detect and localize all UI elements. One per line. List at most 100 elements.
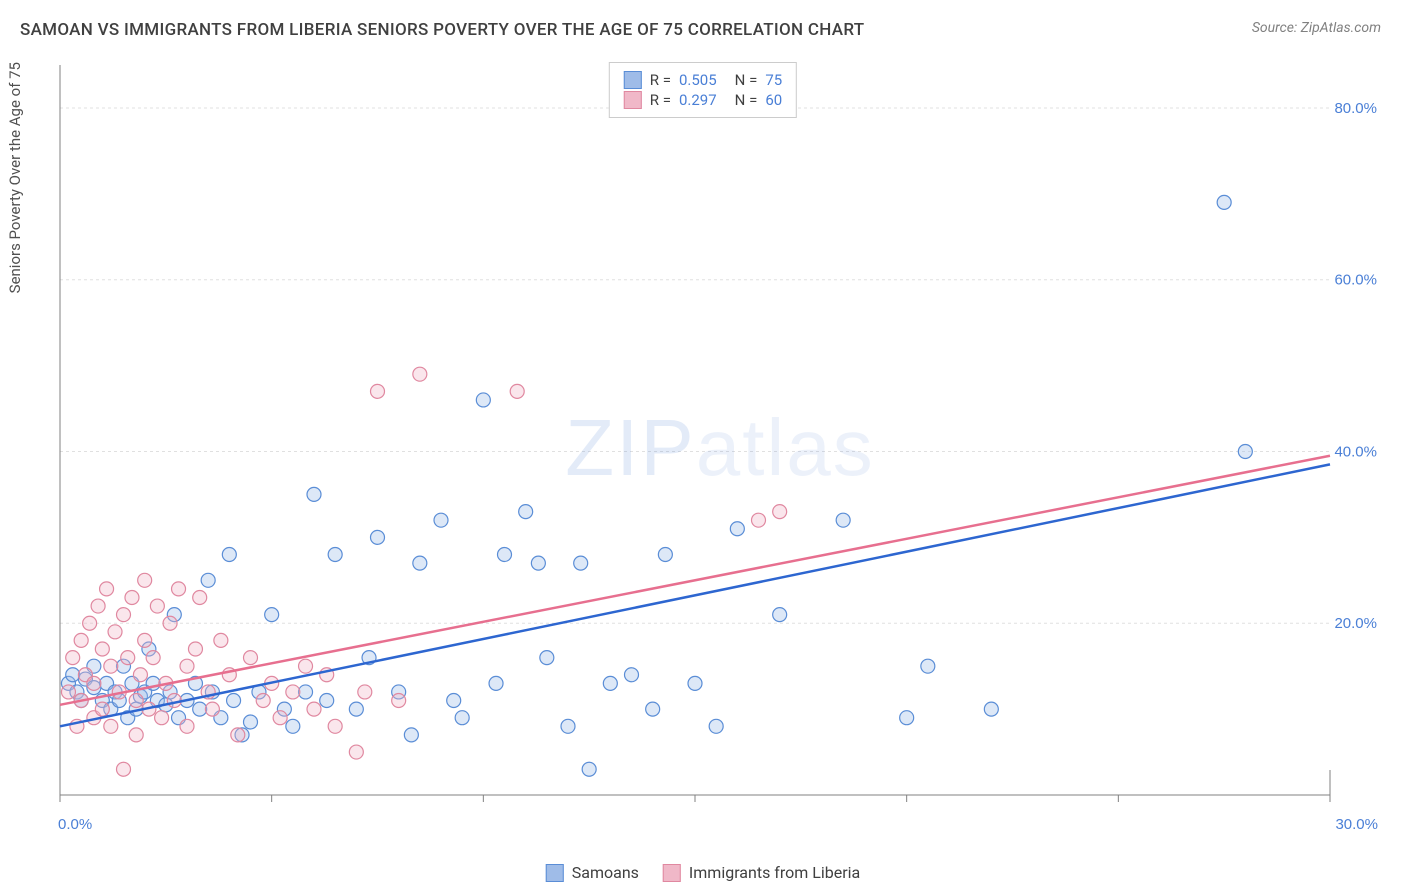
data-point — [434, 513, 448, 527]
data-point — [447, 694, 461, 708]
data-point — [193, 590, 207, 604]
data-point — [658, 548, 672, 562]
data-point — [155, 711, 169, 725]
data-point — [286, 719, 300, 733]
data-point — [392, 694, 406, 708]
data-point — [150, 599, 164, 613]
data-point — [87, 676, 101, 690]
data-point — [256, 694, 270, 708]
data-point — [125, 590, 139, 604]
legend-n-value: 75 — [765, 71, 782, 89]
data-point — [133, 668, 147, 682]
data-point — [476, 393, 490, 407]
trend-line — [60, 456, 1330, 705]
data-point — [646, 702, 660, 716]
legend-bottom-item: Immigrants from Liberia — [663, 863, 860, 882]
legend-swatch — [546, 864, 564, 882]
data-point — [244, 651, 258, 665]
scatter-plot-svg: 20.0%40.0%60.0%80.0%0.0%30.0% — [55, 60, 1385, 835]
data-point — [349, 745, 363, 759]
data-point — [752, 513, 766, 527]
data-point — [582, 762, 596, 776]
legend-r-value: 0.505 — [679, 71, 717, 89]
data-point — [413, 556, 427, 570]
data-point — [307, 702, 321, 716]
legend-n-value: 60 — [765, 91, 782, 109]
data-point — [121, 651, 135, 665]
data-point — [273, 711, 287, 725]
data-point — [299, 685, 313, 699]
data-point — [91, 599, 105, 613]
data-point — [349, 702, 363, 716]
data-point — [371, 530, 385, 544]
data-point — [328, 548, 342, 562]
data-point — [984, 702, 998, 716]
data-point — [328, 719, 342, 733]
data-point — [104, 659, 118, 673]
data-point — [709, 719, 723, 733]
data-point — [163, 616, 177, 630]
legend-swatch — [663, 864, 681, 882]
data-point — [222, 548, 236, 562]
data-point — [117, 608, 131, 622]
legend-bottom-item: Samoans — [546, 863, 639, 882]
data-point — [95, 642, 109, 656]
legend-r-value: 0.297 — [679, 91, 717, 109]
data-point — [358, 685, 372, 699]
legend-bottom: Samoans Immigrants from Liberia — [546, 863, 861, 882]
data-point — [688, 676, 702, 690]
data-point — [108, 625, 122, 639]
chart-area: 20.0%40.0%60.0%80.0%0.0%30.0% ZIPatlas — [55, 60, 1385, 835]
data-point — [180, 659, 194, 673]
data-point — [307, 487, 321, 501]
y-tick-label: 20.0% — [1334, 615, 1377, 632]
data-point — [900, 711, 914, 725]
data-point — [921, 659, 935, 673]
legend-n-label: N = — [735, 91, 758, 109]
legend-r-label: R = — [650, 71, 671, 89]
data-point — [117, 762, 131, 776]
legend-swatch — [624, 91, 642, 109]
data-point — [172, 582, 186, 596]
data-point — [83, 616, 97, 630]
chart-container: SAMOAN VS IMMIGRANTS FROM LIBERIA SENIOR… — [0, 0, 1406, 892]
legend-top-row: R = 0.505 N = 75 — [624, 71, 782, 89]
data-point — [138, 573, 152, 587]
data-point — [180, 719, 194, 733]
data-point — [561, 719, 575, 733]
data-point — [188, 642, 202, 656]
data-point — [286, 685, 300, 699]
data-point — [320, 694, 334, 708]
legend-series-label: Immigrants from Liberia — [689, 863, 860, 882]
legend-swatch — [624, 71, 642, 89]
data-point — [498, 548, 512, 562]
legend-top-row: R = 0.297 N = 60 — [624, 91, 782, 109]
y-tick-label: 60.0% — [1334, 272, 1377, 289]
data-point — [205, 702, 219, 716]
data-point — [531, 556, 545, 570]
x-tick-label: 30.0% — [1335, 816, 1378, 833]
data-point — [603, 676, 617, 690]
data-point — [1217, 195, 1231, 209]
x-tick-label: 0.0% — [58, 816, 92, 833]
data-point — [104, 719, 118, 733]
data-point — [138, 633, 152, 647]
data-point — [540, 651, 554, 665]
data-point — [625, 668, 639, 682]
data-point — [61, 685, 75, 699]
data-point — [519, 505, 533, 519]
data-point — [100, 582, 114, 596]
data-point — [574, 556, 588, 570]
legend-r-label: R = — [650, 91, 671, 109]
data-point — [66, 668, 80, 682]
data-point — [193, 702, 207, 716]
data-point — [773, 505, 787, 519]
legend-series-label: Samoans — [572, 863, 639, 882]
data-point — [244, 715, 258, 729]
data-point — [214, 633, 228, 647]
data-point — [489, 676, 503, 690]
legend-n-label: N = — [735, 71, 758, 89]
data-point — [95, 702, 109, 716]
data-point — [201, 573, 215, 587]
data-point — [299, 659, 313, 673]
